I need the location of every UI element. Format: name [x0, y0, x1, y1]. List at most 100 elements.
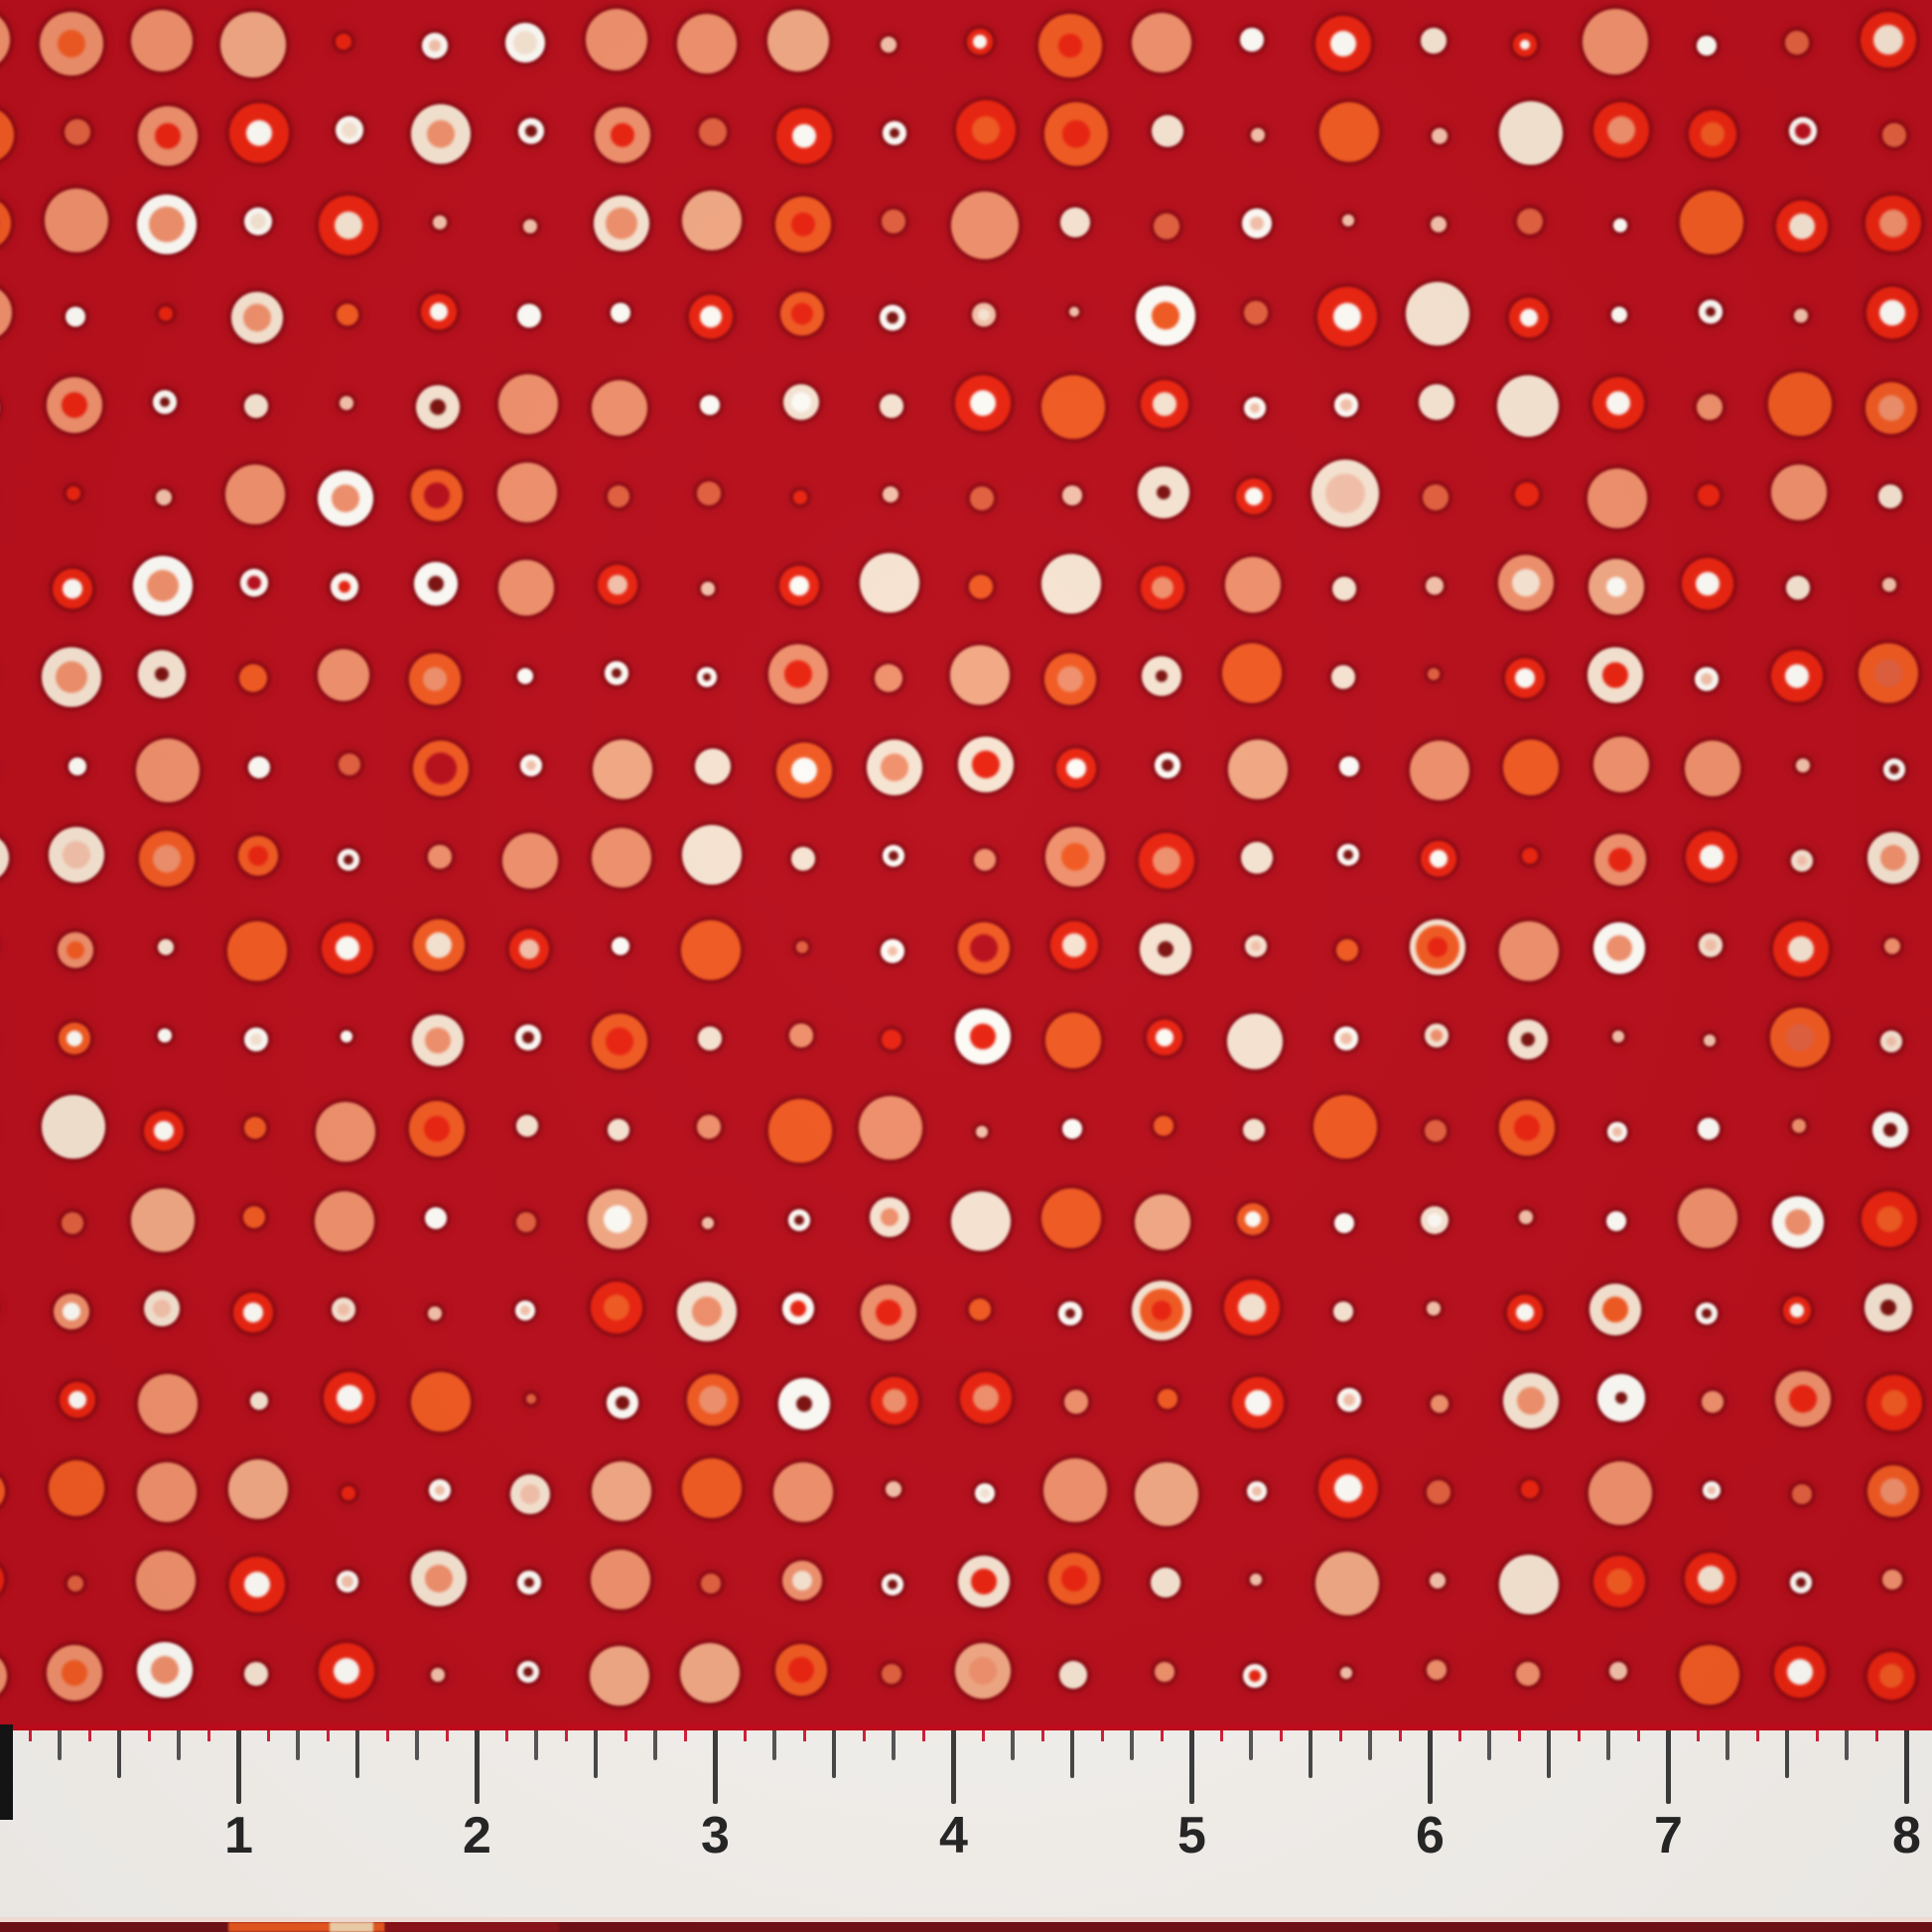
polka-dot [408, 1101, 465, 1158]
polka-dot-center [969, 389, 996, 416]
polka-dot [1883, 938, 1900, 954]
polka-dot [339, 753, 360, 775]
polka-dot [1421, 840, 1456, 877]
polka-dot [1243, 1119, 1265, 1142]
ruler-quarter-tick [1606, 1730, 1610, 1760]
polka-dot-center [1058, 34, 1082, 58]
polka-dot-center [1514, 668, 1535, 689]
polka-dot [1589, 1283, 1641, 1335]
polka-dot [144, 1111, 184, 1152]
polka-dot-center [1155, 1029, 1173, 1047]
polka-dot [1861, 1190, 1917, 1247]
polka-dot-center [615, 1396, 629, 1410]
polka-dot-center [610, 123, 634, 148]
polka-dot [1679, 1644, 1739, 1705]
ruler-eighth-tick [1041, 1730, 1044, 1741]
polka-dot [767, 1099, 832, 1164]
polka-dot-center [1879, 844, 1906, 871]
polka-dot-center [1515, 1303, 1534, 1321]
polka-dot [1243, 1663, 1267, 1688]
polka-dot [1232, 1377, 1284, 1429]
polka-dot [950, 192, 1019, 260]
polka-dot [883, 121, 906, 146]
polka-dot-center [62, 840, 90, 869]
polka-dot-center [1520, 1033, 1535, 1047]
ruler-eighth-tick [684, 1730, 687, 1741]
polka-dot [227, 1459, 288, 1520]
ruler-eighth-tick [505, 1730, 508, 1741]
polka-dot [1431, 1395, 1449, 1413]
polka-dot [950, 1190, 1011, 1251]
polka-dot [131, 10, 193, 71]
polka-dot [591, 827, 651, 888]
polka-dot [700, 394, 720, 415]
polka-dot-center [1151, 301, 1179, 330]
ruler-quarter-tick [1249, 1730, 1253, 1760]
polka-dot [959, 1372, 1012, 1424]
ruler-eighth-tick [1101, 1730, 1104, 1741]
polka-dot [1497, 555, 1554, 612]
polka-dot [319, 1642, 374, 1699]
polka-dot-center [605, 1028, 633, 1056]
ruler-number-8: 8 [1892, 1807, 1921, 1864]
polka-dot [1410, 919, 1465, 975]
polka-dot-center [1704, 939, 1717, 951]
polka-dot [1866, 1651, 1915, 1700]
polka-dot-center [66, 941, 84, 959]
polka-dot [590, 1550, 650, 1610]
polka-dot [697, 667, 717, 688]
polka-dot [136, 1551, 196, 1611]
polka-dot [867, 739, 922, 795]
polka-dot [966, 29, 993, 55]
polka-dot [48, 1460, 104, 1517]
polka-dot [795, 941, 808, 953]
polka-dot [883, 486, 898, 502]
polka-dot [232, 1292, 273, 1332]
ruler-half-tick [117, 1730, 121, 1778]
polka-dot-center [1511, 569, 1540, 598]
polka-dot-center [1878, 1663, 1903, 1688]
polka-dot-center [1700, 122, 1725, 147]
polka-dot [1506, 1294, 1543, 1330]
polka-dot-center [783, 660, 812, 689]
polka-dot [1694, 667, 1719, 692]
polka-dot [1768, 371, 1832, 436]
polka-dot [861, 1284, 916, 1340]
polka-dot [1775, 1371, 1831, 1427]
polka-dot-center [428, 40, 441, 52]
polka-dot [138, 1374, 198, 1434]
polka-dot [515, 1025, 541, 1051]
polka-dot [228, 103, 289, 164]
ruler-eighth-tick [1816, 1730, 1819, 1741]
polka-dot [782, 383, 819, 420]
polka-dot [1330, 665, 1355, 690]
polka-dot [1498, 101, 1563, 166]
polka-dot [1512, 33, 1537, 57]
polka-dot-center [791, 124, 816, 149]
polka-dot [139, 830, 195, 887]
polka-dot-center [426, 120, 455, 149]
polka-dot-center [971, 750, 1000, 778]
polka-dot-center [1151, 577, 1173, 600]
polka-dot-center [1790, 1303, 1804, 1317]
polka-dot-center [334, 1657, 359, 1684]
polka-dot [1311, 460, 1379, 527]
polka-dot-center [1245, 487, 1263, 505]
polka-dot-center [972, 1385, 999, 1411]
polka-dot [497, 463, 557, 522]
polka-dot [969, 486, 994, 510]
polka-dot [68, 757, 86, 775]
polka-dot [1783, 1296, 1811, 1324]
polka-dot [1498, 1555, 1559, 1615]
ruler-eighth-tick [744, 1730, 747, 1741]
polka-dot [880, 393, 903, 418]
polka-dot [957, 922, 1010, 974]
polka-dot [1792, 1119, 1806, 1134]
polka-dot [520, 754, 542, 776]
polka-dot-center [342, 1576, 353, 1588]
polka-dot [1881, 1570, 1902, 1590]
polka-dot [421, 33, 448, 59]
polka-dot [870, 1196, 909, 1237]
ruler-number-2: 2 [463, 1807, 491, 1864]
polka-dot [594, 107, 650, 164]
